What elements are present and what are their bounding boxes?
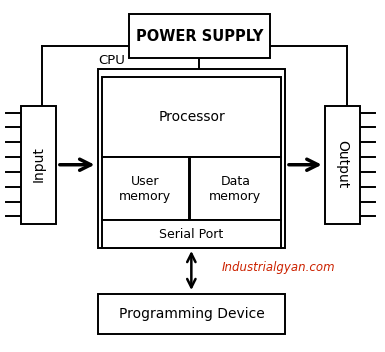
Bar [21, 106, 56, 224]
Bar [102, 77, 281, 157]
Bar [98, 294, 285, 334]
Text: Data
memory: Data memory [209, 175, 261, 203]
Text: Industrialgyan.com: Industrialgyan.com [221, 261, 335, 274]
Text: Serial Port: Serial Port [159, 228, 224, 240]
Text: User
memory: User memory [119, 175, 171, 203]
Bar [102, 157, 189, 220]
Text: POWER SUPPLY: POWER SUPPLY [136, 29, 263, 44]
Text: Input: Input [32, 147, 45, 182]
Text: Processor: Processor [158, 110, 225, 124]
Bar [98, 69, 285, 248]
Text: Output: Output [336, 140, 350, 189]
Bar [325, 106, 360, 224]
Text: CPU: CPU [98, 54, 125, 67]
Bar [129, 14, 270, 58]
Bar [190, 157, 281, 220]
Bar [102, 220, 281, 248]
Text: Programming Device: Programming Device [119, 307, 264, 321]
